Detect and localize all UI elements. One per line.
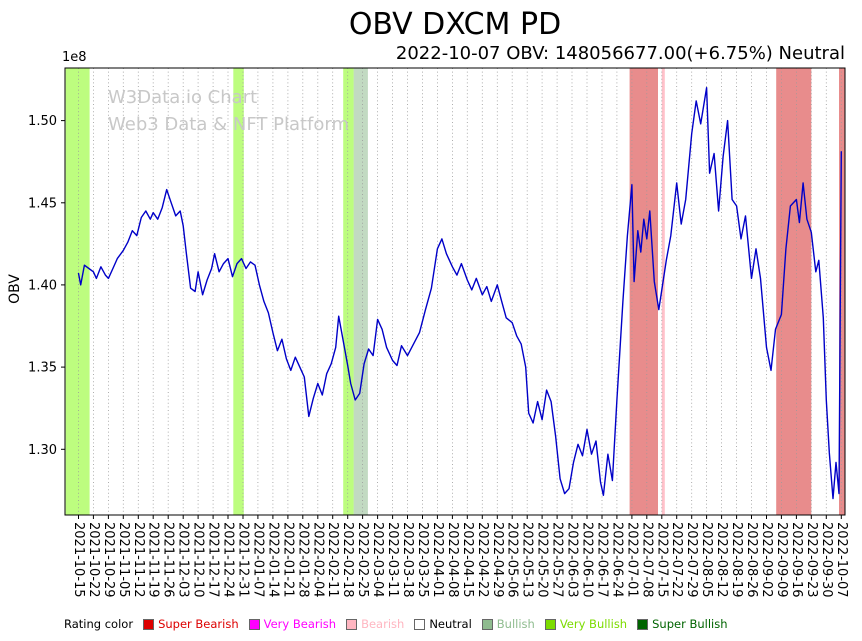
x-tick-label: 2022-05-27	[550, 522, 565, 598]
x-tick-label: 2022-07-15	[654, 522, 669, 598]
y-tick-label: 1.40	[28, 278, 57, 293]
x-tick-label: 2022-01-14	[265, 522, 280, 598]
rating-band	[65, 68, 90, 515]
x-tick-label: 2022-09-09	[774, 522, 789, 598]
x-tick-label: 2022-05-20	[535, 522, 550, 598]
x-tick-label: 2022-04-15	[460, 522, 475, 598]
legend-item: Super Bullish	[637, 617, 728, 631]
legend-item: Bullish	[481, 617, 535, 631]
x-tick-label: 2022-07-01	[624, 522, 639, 598]
legend-swatch	[248, 618, 260, 630]
x-tick-label: 2021-11-05	[116, 522, 131, 598]
legend-item-label: Super Bullish	[652, 617, 728, 631]
legend-item: Neutral	[414, 617, 472, 631]
legend-item-label: Super Bearish	[158, 617, 239, 631]
x-tick-label: 2022-09-16	[789, 522, 804, 598]
x-tick-label: 2022-05-06	[505, 522, 520, 598]
x-tick-label: 2022-03-04	[370, 522, 385, 598]
x-tick-label: 2021-12-31	[236, 522, 251, 598]
legend-item: Super Bearish	[143, 617, 239, 631]
legend: Rating color Super Bearish Very Bearish Bea…	[64, 612, 728, 636]
y-axis-offset-label: 1e8	[62, 50, 87, 65]
rating-band	[661, 68, 665, 515]
x-tick-label: 2022-09-23	[804, 522, 819, 598]
x-tick-label: 2021-12-03	[176, 522, 191, 598]
rating-band	[629, 68, 658, 515]
rating-band	[839, 68, 845, 515]
x-tick-label: 2022-01-07	[250, 522, 265, 598]
x-tick-label: 2022-08-26	[744, 522, 759, 598]
x-tick-label: 2022-06-10	[580, 522, 595, 598]
legend-item: Very Bearish	[248, 617, 337, 631]
x-tick-label: 2021-12-17	[206, 522, 221, 598]
legend-swatch	[637, 618, 649, 630]
legend-swatch	[143, 618, 155, 630]
x-tick-label: 2022-06-03	[565, 522, 580, 598]
rating-band	[233, 68, 244, 515]
x-tick-label: 2022-07-08	[639, 522, 654, 598]
y-tick-label: 1.45	[28, 196, 57, 211]
x-tick-label: 2021-10-29	[101, 522, 116, 598]
x-tick-label: 2022-07-22	[669, 522, 684, 598]
x-tick-label: 2022-05-13	[520, 522, 535, 598]
x-tick-label: 2021-11-19	[146, 522, 161, 598]
legend-swatch	[544, 618, 556, 630]
x-tick-label: 2021-11-26	[161, 522, 176, 598]
x-tick-label: 2022-10-07	[834, 522, 849, 598]
rating-band	[776, 68, 812, 515]
obv-line	[77, 86, 842, 500]
x-tick-label: 2022-06-17	[595, 522, 610, 598]
x-tick-label: 2021-10-22	[86, 522, 101, 598]
x-tick-label: 2022-08-19	[729, 522, 744, 598]
x-tick-label: 2022-02-11	[325, 522, 340, 598]
x-tick-label: 2022-04-08	[445, 522, 460, 598]
x-tick-label: 2021-12-10	[191, 522, 206, 598]
rating-band	[353, 68, 368, 515]
x-tick-label: 2021-12-24	[221, 522, 236, 598]
x-tick-label: 2022-01-21	[280, 522, 295, 598]
x-tick-label: 2022-02-25	[355, 522, 370, 598]
rating-band	[343, 68, 354, 515]
x-tick-label: 2021-10-15	[71, 522, 86, 598]
x-tick-label: 2022-02-18	[340, 522, 355, 598]
legend-title: Rating color	[64, 617, 134, 631]
y-tick-label: 1.35	[28, 361, 57, 376]
x-tick-label: 2022-04-22	[475, 522, 490, 598]
legend-items: Super Bearish Very Bearish Bearish Neutral B…	[143, 617, 728, 631]
legend-item-label: Very Bearish	[263, 617, 337, 631]
plot-frame	[64, 67, 846, 516]
legend-item-label: Bullish	[496, 617, 535, 631]
x-tick-label: 2022-08-05	[699, 522, 714, 598]
x-tick-label: 2022-09-02	[759, 522, 774, 598]
legend-item: Bearish	[346, 617, 404, 631]
x-tick-label: 2022-07-29	[684, 522, 699, 598]
x-tick-label: 2022-06-24	[609, 522, 624, 598]
x-tick-label: 2022-03-11	[385, 522, 400, 598]
x-tick-label: 2022-02-04	[310, 522, 325, 598]
legend-item-label: Very Bullish	[559, 617, 628, 631]
legend-item-label: Bearish	[361, 617, 405, 631]
chart-subtitle: 2022-10-07 OBV: 148056677.00(+6.75%) Neu…	[395, 43, 845, 64]
legend-item-label: Neutral	[429, 617, 472, 631]
legend-swatch	[481, 618, 493, 630]
x-tick-label: 2022-03-18	[400, 522, 415, 598]
legend-item: Very Bullish	[544, 617, 628, 631]
x-tick-label: 2022-01-28	[295, 522, 310, 598]
x-tick-label: 2022-04-01	[430, 522, 445, 598]
x-tick-label: 2022-04-29	[490, 522, 505, 598]
x-tick-label: 2021-11-12	[131, 522, 146, 598]
x-tick-label: 2022-09-30	[819, 522, 834, 598]
page-title: OBV DXCM PD	[348, 7, 562, 42]
y-tick-label: 1.50	[28, 114, 57, 129]
legend-swatch	[346, 618, 358, 630]
y-tick-label: 1.30	[28, 443, 57, 458]
x-tick-label: 2022-03-25	[415, 522, 430, 598]
x-tick-label: 2022-08-12	[714, 522, 729, 598]
legend-swatch	[414, 618, 426, 630]
